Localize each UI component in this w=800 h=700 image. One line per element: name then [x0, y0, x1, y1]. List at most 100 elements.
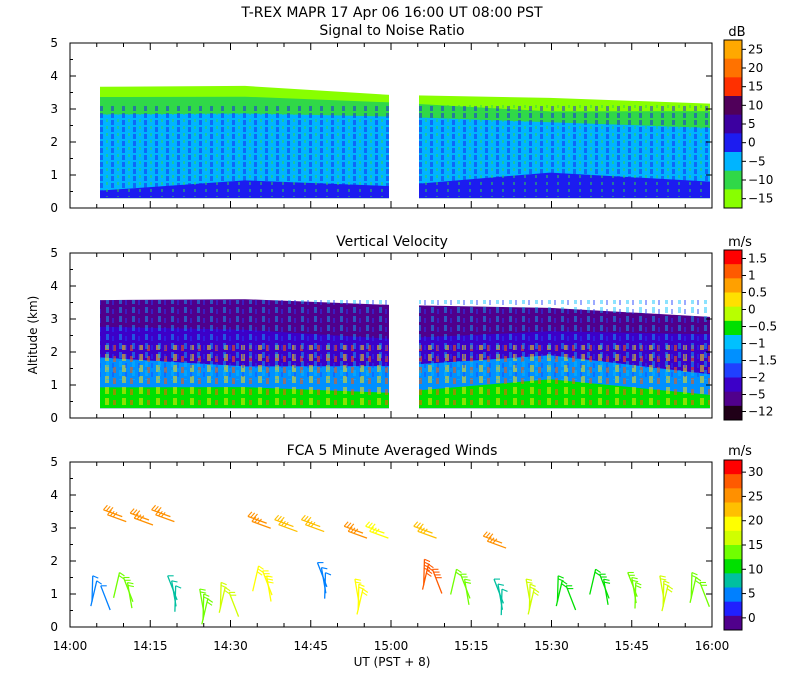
y-tick-label: 3 — [50, 312, 58, 326]
wind-barb-flag — [256, 571, 263, 576]
y-tick-label: 5 — [50, 36, 58, 50]
colorbar-swatch — [724, 133, 742, 153]
wind-barb-flag — [663, 580, 670, 584]
wind-barb-flag — [206, 601, 213, 606]
y-tick-label: 0 — [50, 201, 58, 215]
wind-barb-flag — [310, 521, 316, 528]
colorbar-tick-label: 20 — [748, 514, 763, 528]
colorbar-swatch — [724, 292, 742, 308]
colorbar-tick-label: −10 — [748, 173, 773, 187]
colorbar-swatch — [724, 587, 742, 603]
colorbar-tick-label: −5 — [748, 388, 766, 402]
wind-barb-flag — [695, 577, 702, 582]
colorbar-tick-label: 0 — [748, 136, 756, 150]
wind-barb-flag — [300, 514, 306, 521]
winds-title: FCA 5 Minute Averaged Winds — [287, 443, 498, 459]
colorbar-swatch — [724, 96, 742, 116]
wind-barb-staff — [112, 572, 121, 598]
wind-barb-flag — [424, 558, 431, 563]
vv-data-gap — [389, 250, 419, 420]
wind-barb-flag — [321, 567, 328, 570]
winds-x-axis: 14:00 14:15 14:30 14:45 15:00 15:15 15:30 15:45… — [53, 462, 729, 653]
wind-barb-flag — [107, 509, 112, 516]
wind-barb-staff — [431, 569, 443, 594]
wind-barb-flag — [108, 506, 114, 513]
wind-barb-staff — [91, 575, 94, 602]
wind-barb-flag — [464, 581, 472, 584]
wind-barb-flag — [365, 521, 370, 527]
wind-barb-staff — [589, 569, 597, 595]
colorbar-swatch — [724, 460, 742, 475]
snr-x-axis — [69, 43, 713, 208]
wind-barb-flag — [501, 588, 508, 592]
wind-barb-staff — [603, 579, 609, 605]
wind-barb-flag — [413, 521, 419, 527]
wind-barb-flag — [257, 518, 262, 524]
wind-barb-flag — [464, 578, 471, 581]
snr-colorbar-unit: dB — [728, 25, 745, 40]
wind-barb-flag — [220, 581, 227, 586]
wind-barb-flag — [105, 505, 111, 512]
wind-barb-staff — [699, 582, 710, 607]
vv-colorbar-unit: m/s — [728, 235, 752, 250]
wind-barb-flag — [279, 516, 285, 523]
wind-barb-flag — [358, 583, 365, 587]
wind-barb-flag — [127, 581, 134, 585]
wind-barb-flag — [368, 522, 373, 528]
wind-barb-flag — [355, 581, 362, 584]
wind-barb-flag — [112, 511, 118, 518]
wind-barb-flag — [158, 510, 163, 517]
wind-barb-flag — [224, 586, 231, 592]
x-tick-label: 15:00 — [374, 639, 409, 653]
vv-panel: Vertical Velocity 0 1 2 3 4 5 1.5 1 0.5 0 −0.5 −1 −… — [26, 234, 777, 425]
wind-barb-flag — [353, 528, 359, 534]
colorbar-swatch — [724, 306, 742, 322]
colorbar-tick-label: 1 — [748, 269, 756, 283]
wind-barb-flag — [325, 572, 332, 576]
wind-barb-flag — [92, 575, 99, 579]
wind-barb-flag — [200, 591, 207, 594]
wind-barb-flag — [557, 575, 564, 579]
wind-barb-flag — [258, 565, 264, 570]
colorbar-swatch — [724, 335, 742, 350]
y-tick-label: 0 — [50, 411, 58, 425]
colorbar-tick-label: 5 — [748, 587, 756, 601]
snr-panel: Signal to Noise Ratio 0 1 2 3 4 5 25 20 15 10 5 0 −… — [50, 23, 773, 215]
wind-barb-staff — [463, 579, 470, 605]
wind-barb-flag — [103, 504, 108, 511]
vv-plot-area — [100, 250, 710, 420]
wind-barb-flag — [632, 579, 639, 583]
colorbar-swatch — [724, 320, 742, 336]
colorbar-swatch — [724, 189, 742, 209]
wind-barb-flag — [267, 581, 274, 584]
wind-barb-staff — [201, 598, 209, 625]
colorbar-swatch — [724, 40, 742, 60]
wind-barb-staff — [556, 575, 559, 602]
wind-barb-flag — [160, 511, 166, 518]
colorbar-tick-label: −1 — [748, 337, 766, 351]
vv-y-axis: 0 1 2 3 4 5 — [50, 246, 712, 425]
winds-y-axis: 0 1 2 3 4 5 — [50, 455, 712, 634]
wind-barb-staff — [126, 582, 133, 609]
colorbar-swatch — [724, 278, 742, 293]
wind-barb-flag — [151, 504, 156, 511]
colorbar-swatch — [724, 363, 742, 378]
colorbar-swatch — [724, 573, 742, 588]
wind-barb-staff — [528, 584, 531, 611]
colorbar-frame — [723, 249, 743, 421]
wind-barb-flag — [129, 508, 135, 514]
wind-barb-flag — [132, 509, 138, 515]
wind-barb-staff — [218, 587, 226, 613]
colorbar-tick-label: 15 — [748, 80, 763, 94]
wind-barb-flag — [118, 574, 125, 580]
wind-barb-staff — [565, 585, 577, 611]
colorbar-swatch — [724, 152, 742, 172]
colorbar-tick-label: −15 — [748, 192, 773, 206]
wind-barb-flag — [347, 526, 353, 532]
wind-barb-flag — [253, 513, 258, 519]
wind-barb-flag — [171, 580, 178, 583]
x-tick-label: 15:30 — [534, 639, 569, 653]
wind-barb-staff — [357, 584, 360, 611]
wind-barb-flag — [427, 566, 434, 572]
